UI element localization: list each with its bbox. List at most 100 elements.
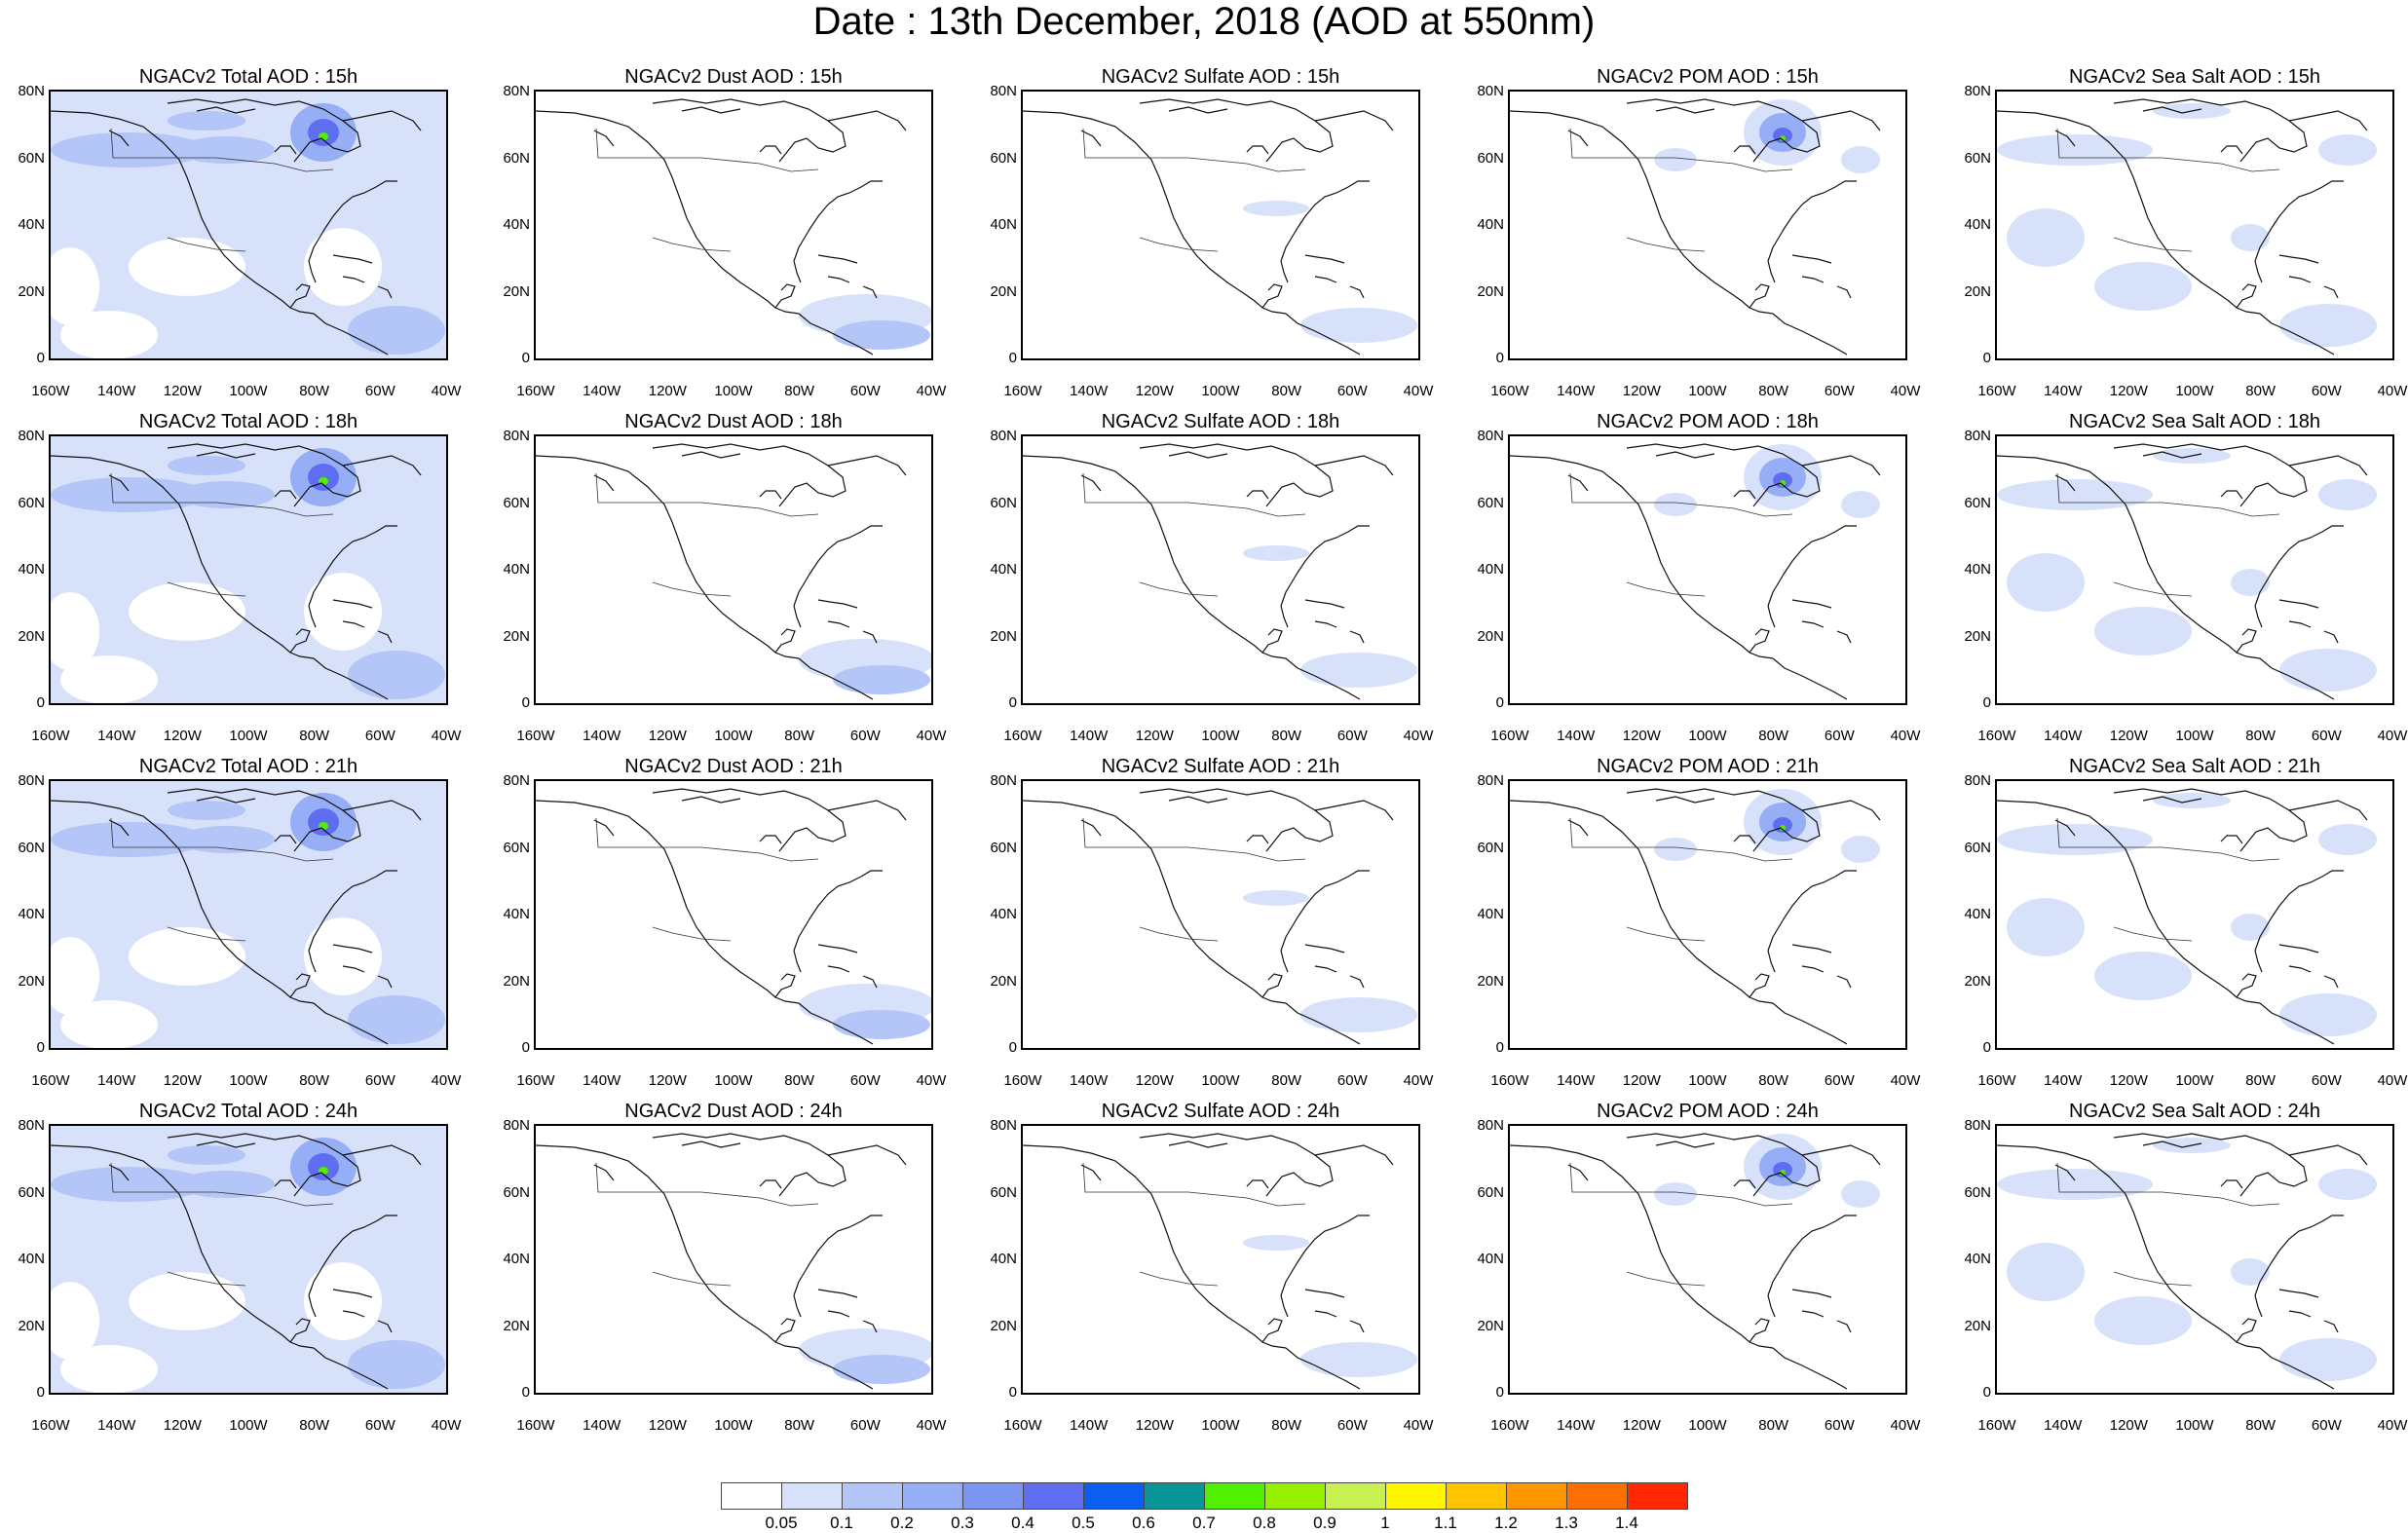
aod-map (1997, 443, 2377, 700)
country-border (2056, 817, 2280, 862)
aod-map (1510, 788, 1881, 1045)
coastline (2254, 525, 2344, 607)
coastline (274, 490, 297, 500)
aod-shading (2279, 304, 2377, 347)
coastline (798, 1347, 874, 1390)
coastline (2254, 260, 2263, 283)
coastline (1280, 180, 1370, 262)
aod-shading (168, 456, 245, 475)
coastline (1836, 975, 1852, 989)
aod-shading (1243, 201, 1309, 216)
lon-tick-label: 100W (1688, 383, 1727, 399)
lon-tick-label: 100W (714, 1417, 753, 1434)
lat-tick-label: 0 (36, 694, 45, 711)
lon-tick-label: 160W (31, 1072, 70, 1089)
coastline (308, 605, 317, 628)
aod-shading (1997, 479, 2153, 510)
lon-tick-label: 100W (1688, 1072, 1727, 1089)
map-panel-seasalt-15h: NGACv2 Sea Salt AOD : 15h 80N 60N 40N 20N 0 16… (1964, 64, 2407, 399)
lon-tick-label: 80W (784, 1417, 815, 1434)
country-border (110, 817, 334, 862)
aod-map (1023, 1133, 1417, 1390)
lat-tick-label: 60N (1964, 494, 1991, 511)
coastline (1510, 455, 1774, 659)
lat-tick-label: 40N (503, 906, 530, 922)
aod-shading (2231, 1258, 2270, 1286)
lat-tick-label: 80N (503, 83, 530, 99)
lon-tick-label: 100W (1201, 383, 1240, 399)
coastline (308, 180, 397, 262)
aod-shading (177, 136, 275, 164)
coastline (1655, 451, 1715, 459)
coastline (1801, 1310, 1825, 1318)
coastline (1023, 455, 1287, 659)
lat-tick-label: 20N (1477, 972, 1504, 990)
coastline (1285, 1002, 1361, 1045)
coastline (2113, 98, 2308, 163)
lat-tick-label: 20N (18, 282, 45, 300)
lon-tick-label: 160W (1490, 728, 1529, 744)
coastline (196, 451, 256, 459)
aod-shading (833, 1010, 930, 1039)
map-panel-pom-24h: NGACv2 POM AOD : 24h 80N 60N 40N 20N 0 160W 140… (1477, 1099, 1920, 1434)
coastline (681, 1140, 741, 1148)
lat-tick-label: 0 (1008, 350, 1017, 366)
lat-tick-label: 40N (990, 561, 1017, 578)
coastline (308, 1294, 317, 1318)
country-border (1569, 1162, 1793, 1207)
coastline (1314, 965, 1337, 973)
map-area (1995, 90, 2394, 360)
coastline (1626, 788, 1821, 852)
aod-map (1023, 98, 1417, 355)
lon-tick-label: 40W (431, 383, 462, 399)
lat-tick-label: 0 (36, 1039, 45, 1056)
coastline (167, 1133, 361, 1197)
lon-tick-label: 80W (2245, 1417, 2276, 1434)
panel-title: NGACv2 Sulfate AOD : 21h (1101, 756, 1340, 777)
aod-shading (60, 1345, 158, 1393)
lat-tick-label: 40N (1964, 561, 1991, 578)
coastline (1767, 870, 1857, 952)
coastline (1801, 965, 1825, 973)
map-panel-sulfate-21h: NGACv2 Sulfate AOD : 21h 80N 60N 40N 20N 0 160… (990, 754, 1433, 1089)
aod-shading (51, 477, 207, 512)
aod-shading (2007, 1243, 2085, 1301)
coastline (2288, 965, 2312, 973)
coastline (308, 870, 397, 952)
coastline (759, 490, 782, 500)
lat-tick-label: 80N (1964, 428, 1991, 444)
lon-tick-label: 80W (1758, 383, 1789, 399)
lon-tick-label: 140W (583, 1417, 621, 1434)
colorbar-tick-label: 0.4 (1011, 1514, 1035, 1532)
aod-shading (51, 132, 207, 168)
lat-tick-label: 80N (990, 772, 1017, 789)
aod-shading (2279, 993, 2377, 1036)
coastline (1246, 145, 1269, 155)
lon-tick-label: 120W (1135, 728, 1174, 744)
coastline (1749, 1318, 1770, 1343)
coastline (2254, 605, 2263, 628)
coastline (1655, 106, 1715, 114)
lon-tick-label: 40W (916, 1072, 947, 1089)
coastline (1280, 525, 1370, 607)
aod-shading (2318, 479, 2377, 510)
lon-tick-label: 40W (2377, 1417, 2408, 1434)
lon-tick-label: 80W (784, 383, 815, 399)
country-border (1569, 128, 1793, 172)
lon-tick-label: 160W (1977, 383, 2016, 399)
coastline (2254, 870, 2344, 952)
coastline (2288, 1144, 2368, 1166)
lat-tick-label: 60N (18, 494, 45, 511)
coastline (652, 788, 847, 852)
lat-tick-label: 80N (990, 1117, 1017, 1134)
lon-tick-label: 40W (916, 383, 947, 399)
coastline (2278, 1289, 2319, 1298)
aod-shading (51, 1282, 99, 1360)
coastline (2288, 110, 2368, 131)
coastline (798, 1002, 874, 1045)
aod-shading (129, 238, 245, 296)
lon-tick-label: 100W (714, 728, 753, 744)
coastline (1168, 451, 1228, 459)
coastline (2254, 180, 2344, 262)
coastline (342, 965, 365, 973)
